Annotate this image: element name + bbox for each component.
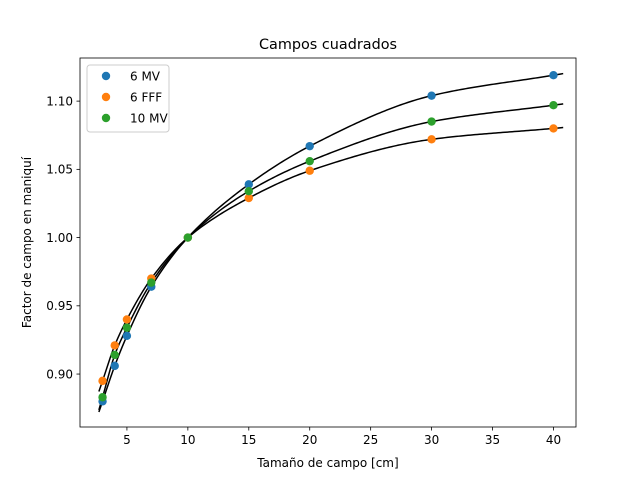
legend-marker	[101, 92, 111, 102]
data-point	[110, 361, 119, 371]
x-tick-label: 10	[180, 433, 195, 447]
data-point	[244, 186, 253, 196]
data-point	[549, 70, 558, 80]
y-axis-label: Factor de campo en maniquí	[20, 156, 34, 328]
data-point	[98, 393, 107, 402]
fit-curve	[98, 126, 564, 392]
y-tick-label: 1.10	[46, 94, 73, 108]
chart-title: Campos cuadrados	[259, 37, 397, 53]
fit-curve	[98, 72, 564, 413]
data-points	[98, 70, 558, 406]
legend-label: 6 FFF	[130, 90, 162, 104]
data-point	[427, 117, 436, 126]
x-tick-label: 35	[485, 433, 500, 447]
data-point	[244, 193, 253, 203]
x-tick-label: 40	[546, 433, 561, 447]
legend-label: 6 MV	[130, 69, 161, 83]
x-axis-label: Tamaño de campo [cm]	[256, 456, 398, 470]
legend-label: 10 MV	[130, 111, 168, 125]
fit-curve	[98, 103, 564, 411]
y-tick-label: 1.00	[46, 231, 73, 245]
data-point	[427, 135, 436, 144]
data-point	[122, 331, 132, 341]
fit-curves	[98, 72, 564, 413]
data-point	[110, 350, 119, 360]
legend: 6 MV 6 FFF 10 MV	[86, 64, 170, 133]
data-point	[549, 101, 558, 110]
y-tick-label: 0.90	[46, 367, 73, 381]
data-point	[549, 124, 558, 133]
data-point	[244, 180, 253, 189]
plot-frame	[79, 57, 577, 428]
x-tick-label: 5	[123, 433, 131, 447]
data-point	[305, 156, 314, 166]
y-tick-label: 0.95	[46, 299, 73, 313]
x-axis: 5 10 15 20 25 30 35 40	[123, 427, 561, 447]
x-tick-label: 30	[424, 433, 439, 447]
data-point	[98, 376, 107, 386]
y-tick-label: 1.05	[46, 163, 73, 177]
legend-marker	[101, 71, 111, 81]
data-point	[305, 141, 314, 151]
x-tick-label: 25	[363, 433, 378, 447]
data-point	[183, 233, 193, 242]
data-point	[110, 341, 119, 350]
data-point	[147, 278, 156, 287]
data-point	[305, 166, 314, 175]
data-point	[122, 323, 132, 332]
x-tick-label: 20	[302, 433, 317, 447]
data-point	[427, 91, 436, 100]
data-point	[122, 315, 132, 324]
y-axis: 0.90 0.95 1.00 1.05 1.10	[46, 94, 80, 381]
x-tick-label: 15	[241, 433, 256, 447]
legend-marker	[101, 113, 111, 123]
